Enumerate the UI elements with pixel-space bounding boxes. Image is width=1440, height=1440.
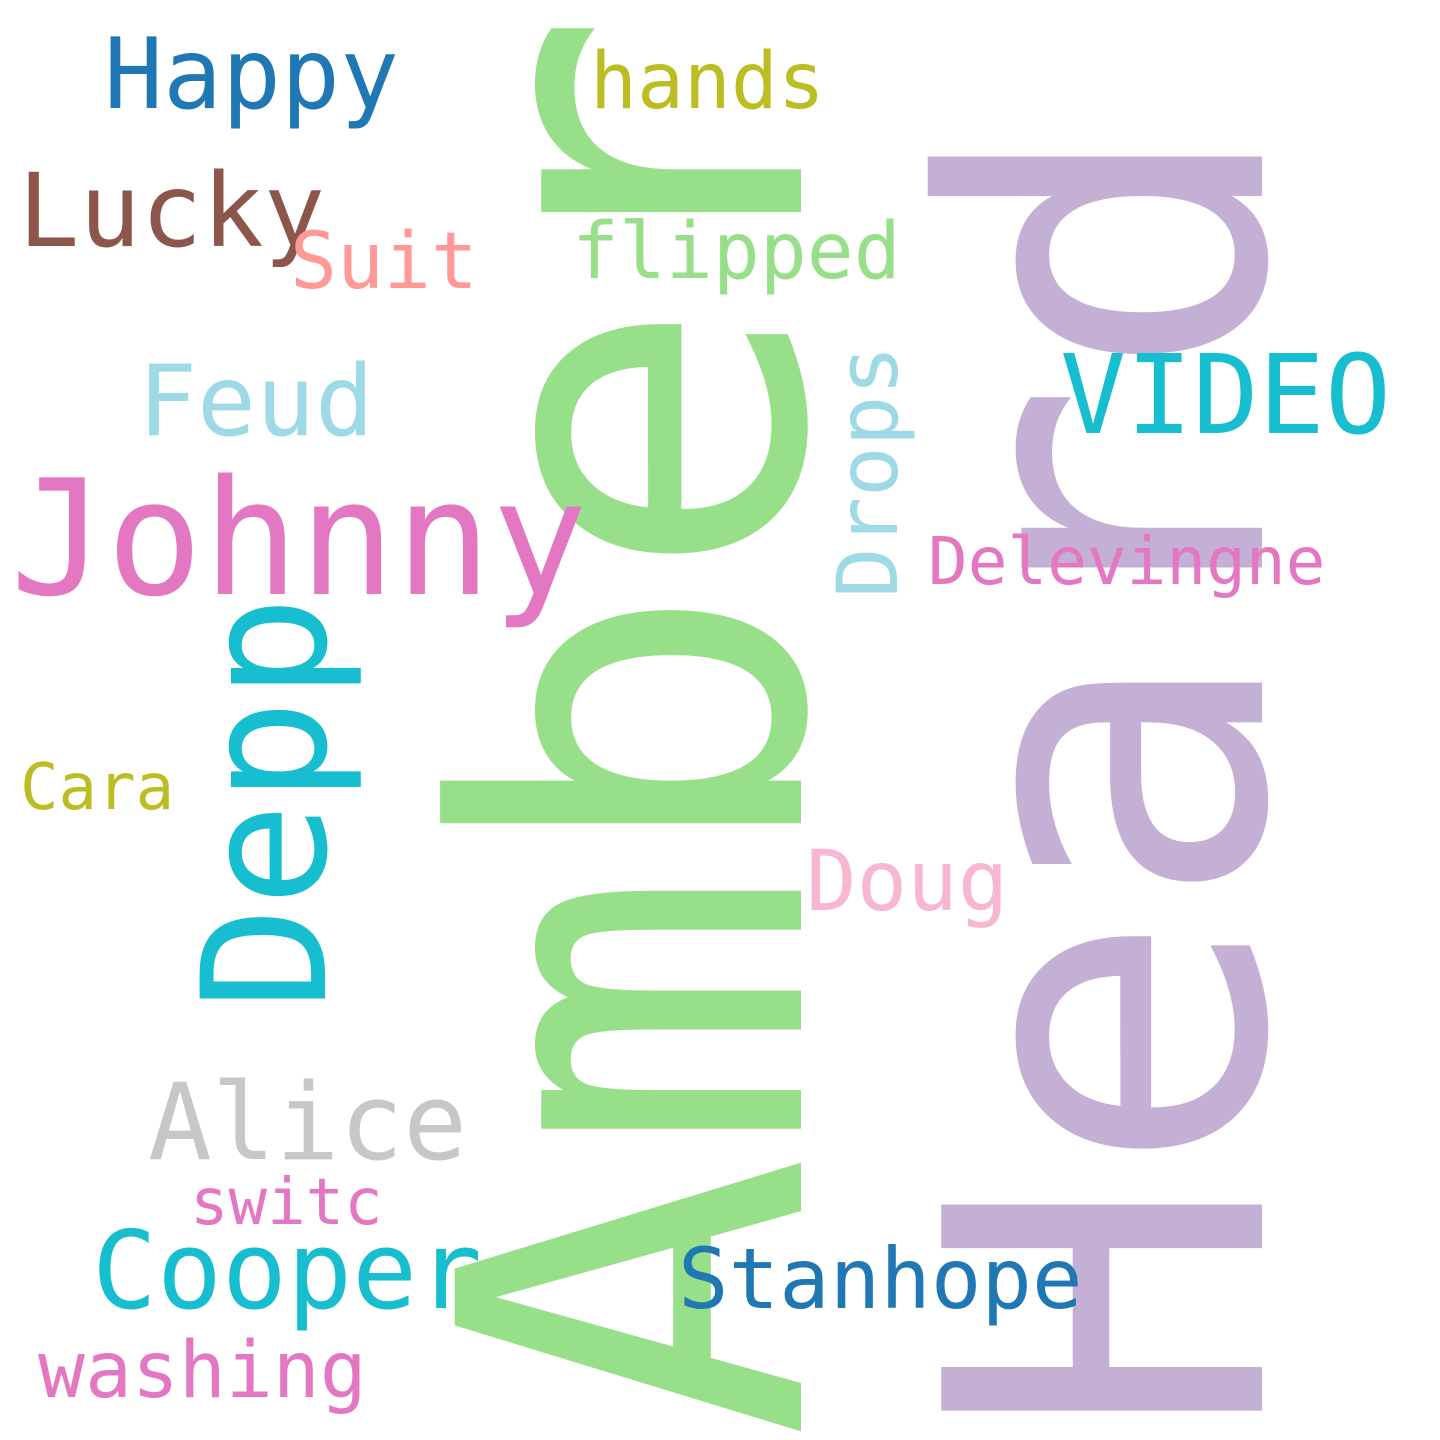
word-video: VIDEO (1060, 331, 1392, 459)
word-alice: Alice (148, 1061, 468, 1184)
word-suit: Suit (290, 217, 478, 307)
word-happy: Happy (104, 18, 400, 132)
word-feud: Feud (138, 345, 375, 459)
word-johnny: Johnny (10, 445, 588, 632)
word-doug: Doug (806, 832, 1009, 930)
word-stanhope: Stanhope (678, 1230, 1083, 1328)
word-drops: Drops (819, 345, 917, 598)
word-hands: hands (590, 37, 825, 127)
word-washing: washing (38, 1326, 367, 1416)
word-lucky: Lucky (18, 152, 326, 271)
word-depp: Depp (165, 595, 366, 1010)
word-cooper: Cooper (92, 1209, 483, 1334)
word-switc: switc (190, 1166, 383, 1240)
word-cara: Cara (20, 751, 175, 825)
word-flipped: flipped (572, 207, 901, 297)
word-delevingne: Delevingne (928, 523, 1326, 600)
